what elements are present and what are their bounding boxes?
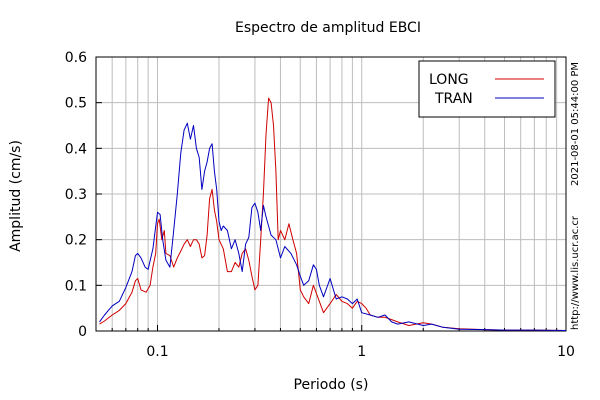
y-tick-label: 0.4 — [65, 141, 87, 157]
legend-box — [418, 60, 556, 118]
legend-label-tran: TRAN — [434, 91, 473, 107]
timestamp-label: 2021-08-01 05:44:00 PM — [570, 61, 581, 186]
y-tick-label: 0.2 — [65, 233, 87, 249]
grid — [96, 57, 566, 331]
series-line-tran — [99, 122, 567, 331]
y-tick-label: 0.3 — [65, 187, 87, 203]
y-tick-label: 0 — [78, 324, 87, 340]
legend: LONG TRAN — [418, 60, 556, 118]
y-tick-label: 0.6 — [65, 50, 87, 66]
source-url-label: http://www.lis.ucr.ac.cr — [570, 216, 581, 330]
x-axis-label: Periodo (s) — [294, 377, 369, 393]
axis-ticks: 0 0.1 0.2 0.3 0.4 0.5 0.6 0.1 1 10 — [65, 50, 575, 360]
series-layer — [99, 97, 567, 331]
series-line-long — [99, 97, 567, 331]
y-tick-label: 0.5 — [65, 96, 87, 112]
x-tick-label: 0.1 — [146, 344, 168, 360]
legend-label-long: LONG — [429, 72, 469, 88]
y-tick-label: 0.1 — [65, 278, 87, 294]
x-tick-label: 10 — [557, 344, 575, 360]
y-axis-label: Amplitud (cm/s) — [8, 140, 24, 252]
chart-title: Espectro de amplitud EBCI — [235, 20, 421, 36]
x-tick-label: 1 — [357, 344, 366, 360]
